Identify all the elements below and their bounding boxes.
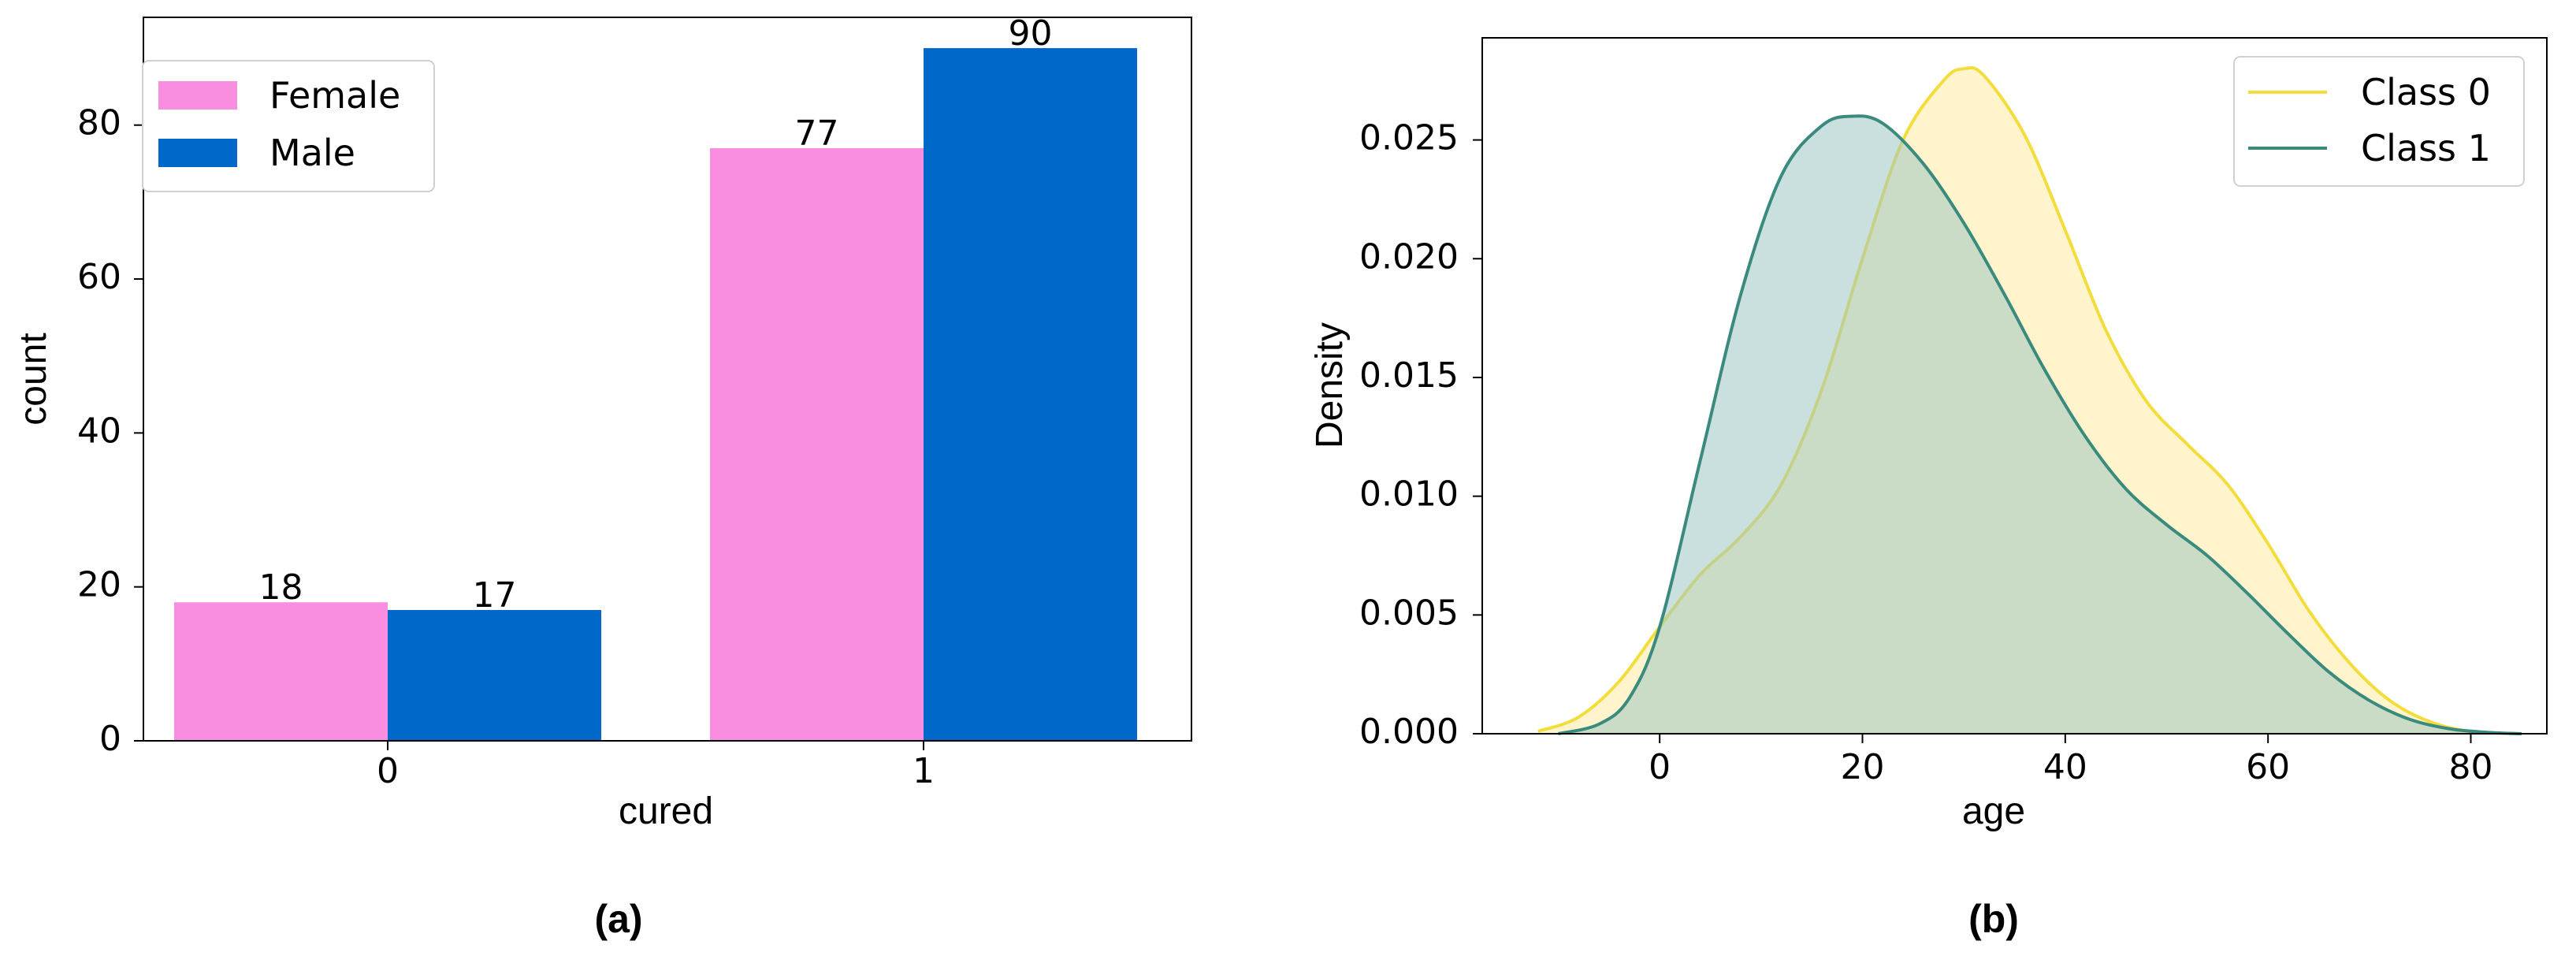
- legend-label-male: Male: [269, 132, 355, 174]
- legend-label-female: Female: [269, 74, 400, 117]
- y-tick-label: 0.015: [1359, 355, 1459, 396]
- y-tick-label: 0.025: [1359, 118, 1459, 158]
- density-area-group: [1537, 65, 2522, 735]
- x-axis-label: cured: [619, 790, 713, 832]
- data-label-group: 18 77 17 90: [259, 13, 1053, 616]
- y-tick-label: 20: [77, 565, 121, 605]
- plot-frame: [143, 17, 1192, 742]
- bar-male-1: [924, 48, 1137, 741]
- y-tick-label: 0.020: [1359, 236, 1459, 277]
- x-axis-ticks: 0 1: [377, 741, 935, 791]
- bar-female-1: [710, 148, 924, 742]
- data-label-female-0: 18: [259, 567, 303, 608]
- y-tick-label: 40: [77, 411, 121, 451]
- x-tick-label: 0: [1649, 747, 1671, 787]
- y-axis-label: Density: [1309, 322, 1351, 448]
- legend-label-class-1: Class 1: [2361, 127, 2491, 169]
- panel-caption-b: (b): [1968, 897, 2019, 941]
- bar-group: [174, 48, 1137, 742]
- y-tick-label: 0.005: [1359, 593, 1459, 633]
- bar-male-0: [388, 609, 601, 741]
- x-tick-label: 0: [377, 751, 399, 791]
- legend-frame: [2233, 56, 2525, 187]
- y-axis-ticks: 0.000 0.005 0.010 0.015 0.020 0.025: [1359, 118, 1482, 752]
- y-tick-label: 60: [77, 257, 121, 297]
- x-tick-label: 1: [913, 751, 935, 791]
- bar-female-0: [174, 602, 388, 741]
- x-tick-label: 80: [2449, 747, 2493, 787]
- y-tick-label: 0.000: [1359, 712, 1459, 752]
- legend: Class 0 Class 1: [2233, 56, 2525, 187]
- density-chart-panel: 0.000 0.005 0.010 0.015 0.020 0.025 0 20…: [1309, 37, 2548, 941]
- legend: Female Male: [142, 60, 435, 192]
- y-axis-ticks: 0 20 40 60 80: [77, 103, 143, 759]
- density-line-class-1: [1558, 114, 2522, 735]
- panel-caption-a: (a): [594, 897, 642, 941]
- y-axis-label: count: [13, 333, 54, 425]
- legend-label-class-0: Class 0: [2361, 71, 2491, 113]
- bar-chart-panel: 18 77 17 90 0 20 40 60 80 0 1 cured coun…: [13, 13, 1192, 941]
- x-axis-label: age: [1962, 790, 2025, 832]
- density-area-class-1: [1558, 116, 2522, 734]
- x-tick-label: 20: [1841, 747, 1885, 787]
- x-tick-label: 60: [2246, 747, 2290, 787]
- y-tick-label: 0.010: [1359, 474, 1459, 515]
- y-tick-label: 80: [77, 103, 121, 143]
- x-axis-ticks: 0 20 40 60 80: [1649, 734, 2493, 787]
- data-label-male-1: 90: [1009, 13, 1053, 54]
- plot-frame: [1481, 37, 2548, 735]
- legend-swatch-female: [158, 81, 237, 110]
- data-label-male-0: 17: [473, 575, 517, 616]
- data-label-female-1: 77: [795, 113, 839, 154]
- legend-swatch-male: [158, 139, 237, 167]
- x-tick-label: 40: [2043, 747, 2087, 787]
- y-tick-label: 0: [99, 719, 121, 759]
